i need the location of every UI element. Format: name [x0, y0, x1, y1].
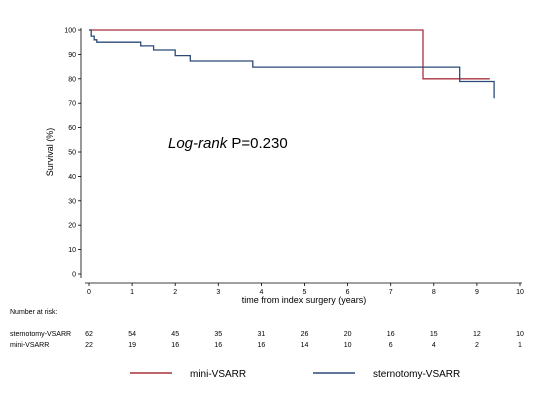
risk-count: 20: [344, 331, 352, 338]
y-tick-label: 50: [68, 150, 76, 157]
risk-count: 19: [128, 342, 136, 349]
risk-count: 16: [387, 331, 395, 338]
risk-count: 14: [301, 342, 309, 349]
x-tick-label: 9: [475, 289, 479, 296]
x-tick-label: 7: [389, 289, 393, 296]
risk-count: 26: [301, 331, 309, 338]
legend-label-sternotomy: sternotomy-VSARR: [373, 369, 460, 380]
risk-count: 31: [258, 331, 266, 338]
x-tick-label: 4: [259, 289, 263, 296]
risk-count: 4: [432, 342, 436, 349]
risk-count: 35: [214, 331, 222, 338]
x-tick-label: 3: [216, 289, 220, 296]
x-tick-label: 1: [130, 289, 134, 296]
plot-area: 0 10 20 30 40 50 60 70 80 90 100 0 1 2 3 4 5 6 7 8 9 10: [64, 28, 524, 297]
y-axis-title: Survival (%): [45, 128, 55, 177]
risk-count: 22: [85, 342, 93, 349]
y-tick-label: 10: [68, 247, 76, 254]
y-tick-label: 70: [68, 101, 76, 108]
risk-table: Number at risk: sternotomy-VSARR 62 54 45 35…: [10, 309, 524, 349]
x-tick-label: 0: [87, 289, 91, 296]
risk-count: 6: [389, 342, 393, 349]
series-line-sternotomy-vsarr: [89, 29, 495, 99]
legend-label-mini: mini-VSARR: [190, 369, 246, 380]
risk-row-label: mini-VSARR: [10, 342, 49, 349]
risk-count: 10: [516, 331, 524, 338]
risk-row-label: sternotomy-VSARR: [10, 331, 71, 338]
y-tick-label: 40: [68, 174, 76, 181]
y-tick-label: 100: [64, 28, 76, 35]
x-tick-label: 10: [516, 289, 524, 296]
y-tick-label: 20: [68, 223, 76, 230]
y-tick-label: 60: [68, 125, 76, 132]
risk-count: 12: [473, 331, 481, 338]
risk-count: 2: [475, 342, 479, 349]
risk-count: 1: [518, 342, 522, 349]
series-line-mini-vsarr: [89, 29, 490, 80]
risk-count: 62: [85, 331, 93, 338]
risk-count: 15: [430, 331, 438, 338]
y-tick-label: 30: [68, 198, 76, 205]
risk-count: 45: [171, 331, 179, 338]
y-tick-label: 90: [68, 52, 76, 59]
risk-count: 16: [258, 342, 266, 349]
risk-table-title: Number at risk:: [10, 309, 58, 316]
x-tick-label: 6: [346, 289, 350, 296]
logrank-pvalue: P=0.230: [227, 135, 287, 152]
logrank-annotation: Log-rank P=0.230: [168, 135, 288, 152]
x-tick-label: 2: [173, 289, 177, 296]
x-axis-title: time from index surgery (years): [242, 295, 367, 305]
x-tick-label: 5: [303, 289, 307, 296]
y-tick-label: 0: [72, 272, 76, 279]
x-tick-label: 8: [432, 289, 436, 296]
risk-count: 16: [171, 342, 179, 349]
y-tick-label: 80: [68, 76, 76, 83]
risk-count: 54: [128, 331, 136, 338]
legend: mini-VSARR sternotomy-VSARR: [130, 369, 460, 380]
risk-count: 10: [344, 342, 352, 349]
risk-count: 16: [214, 342, 222, 349]
logrank-label: Log-rank: [168, 135, 229, 152]
